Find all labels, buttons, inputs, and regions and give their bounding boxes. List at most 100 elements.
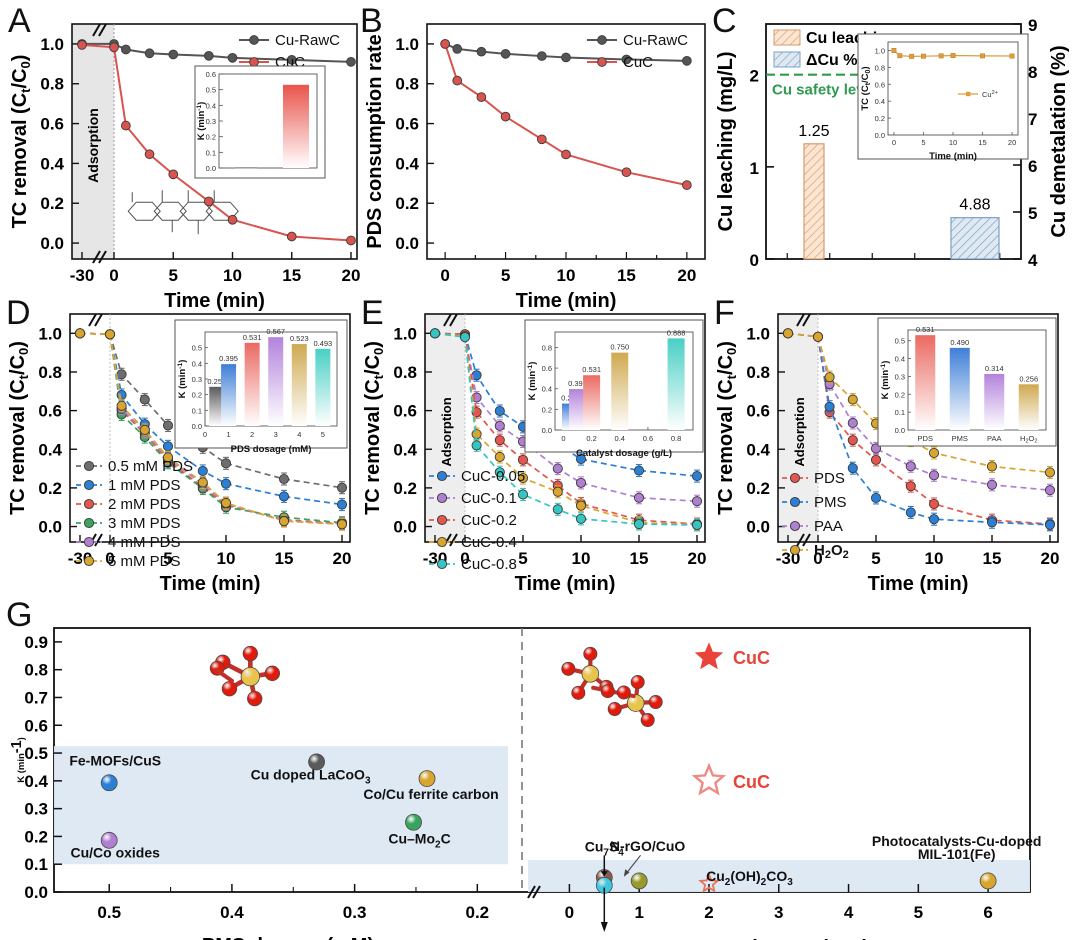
svg-text:0.493: 0.493 <box>313 339 332 348</box>
svg-text:K (min-1): K (min-1) <box>527 362 538 401</box>
svg-text:0.5: 0.5 <box>192 344 202 353</box>
svg-text:Cu2(OH)2CO3: Cu2(OH)2CO3 <box>706 868 793 888</box>
svg-text:0.4: 0.4 <box>393 440 417 459</box>
svg-text:K (min-1): K (min-1) <box>9 737 27 783</box>
svg-text:0.2: 0.2 <box>24 827 48 846</box>
svg-text:Cu doped LaCoO3: Cu doped LaCoO3 <box>251 766 371 786</box>
svg-text:0: 0 <box>892 138 896 147</box>
svg-text:0.5: 0.5 <box>24 744 48 763</box>
svg-text:0.7: 0.7 <box>24 688 48 707</box>
svg-text:0.5: 0.5 <box>206 86 216 95</box>
svg-text:0: 0 <box>561 434 565 443</box>
svg-text:2: 2 <box>704 903 713 922</box>
svg-text:H2O2: H2O2 <box>814 542 849 561</box>
panel-b: 0.0 0.2 0.4 0.6 0.8 1.0 0 5 10 15 20 Cu-RawC CuC PDS … <box>364 6 713 312</box>
svg-text:0.6: 0.6 <box>38 402 62 421</box>
svg-text:0.0: 0.0 <box>24 883 48 902</box>
svg-text:5: 5 <box>871 549 880 568</box>
svg-text:0.4: 0.4 <box>206 101 216 110</box>
svg-text:Adsorption: Adsorption <box>792 397 807 466</box>
svg-text:5: 5 <box>921 138 925 147</box>
svg-text:K (min-1): K (min-1) <box>196 102 207 141</box>
svg-text:PAA: PAA <box>814 518 843 535</box>
svg-text:0.4: 0.4 <box>542 385 552 394</box>
svg-text:0: 0 <box>750 251 759 270</box>
svg-text:Ultraviolet-Cu (II): Ultraviolet-Cu (II) <box>538 937 651 940</box>
svg-text:20: 20 <box>677 266 696 285</box>
svg-text:0.8: 0.8 <box>671 434 681 443</box>
svg-text:10: 10 <box>557 266 576 285</box>
svg-text:0: 0 <box>565 903 574 922</box>
svg-text:0.8: 0.8 <box>24 661 48 680</box>
svg-text:6: 6 <box>1028 157 1037 176</box>
svg-text:0.1: 0.1 <box>206 148 216 157</box>
svg-text:5: 5 <box>914 903 923 922</box>
svg-text:0.8: 0.8 <box>542 343 552 352</box>
svg-text:0.2: 0.2 <box>746 479 770 498</box>
svg-text:0.0: 0.0 <box>875 131 885 140</box>
svg-text:CuC: CuC <box>623 54 653 71</box>
svg-text:Co/Cu ferrite carbon: Co/Cu ferrite carbon <box>363 786 498 802</box>
svg-text:0.5: 0.5 <box>895 337 905 346</box>
svg-text:0.3: 0.3 <box>24 800 48 819</box>
svg-text:Adsorption: Adsorption <box>85 108 101 183</box>
svg-text:0.567: 0.567 <box>266 327 285 336</box>
svg-text:0.750: 0.750 <box>610 343 629 352</box>
svg-text:15: 15 <box>617 266 636 285</box>
panel-a: 0.0 0.2 0.4 0.6 0.8 1.0 -30 0 5 10 15 20 Adsorption C… <box>9 6 361 312</box>
panel-d-label: D <box>6 294 31 332</box>
svg-text:0.3: 0.3 <box>192 375 202 384</box>
svg-text:Cu7S4: Cu7S4 <box>585 839 625 859</box>
svg-text:15: 15 <box>275 549 294 568</box>
svg-text:PDS: PDS <box>814 470 845 487</box>
svg-text:0.2: 0.2 <box>206 133 216 142</box>
svg-text:0.6: 0.6 <box>24 716 48 735</box>
svg-text:0.2: 0.2 <box>875 114 885 123</box>
svg-text:20: 20 <box>342 266 361 285</box>
svg-text:4.88: 4.88 <box>959 197 990 214</box>
panel-e: 0.0 0.2 0.4 0.6 0.8 1.0 -30 0 5 10 15 20 Adsorption C… <box>362 298 713 595</box>
panel-c-label: C <box>712 2 737 40</box>
svg-text:0: 0 <box>109 266 118 285</box>
svg-text:1.0: 1.0 <box>395 35 419 54</box>
panel-c: 0 1 2 4 5 6 7 8 9 Cu safety level 1.25 4.88 Cu leach… <box>715 6 1076 288</box>
svg-text:2 mM PDS: 2 mM PDS <box>108 496 181 513</box>
svg-text:5: 5 <box>1028 204 1037 223</box>
panel-g-label: G <box>6 596 33 634</box>
svg-text:PAA: PAA <box>987 434 1001 443</box>
svg-text:0.2: 0.2 <box>40 194 64 213</box>
svg-text:0.1: 0.1 <box>192 406 202 415</box>
svg-text:0.4: 0.4 <box>192 359 202 368</box>
svg-text:0.531: 0.531 <box>582 365 601 374</box>
svg-text:5 mM PDS: 5 mM PDS <box>108 553 181 570</box>
svg-text:8: 8 <box>1028 63 1037 82</box>
svg-text:PDS dosage (mM): PDS dosage (mM) <box>699 937 869 940</box>
svg-text:4 mM PDS: 4 mM PDS <box>108 534 181 551</box>
svg-text:-30: -30 <box>70 266 95 285</box>
svg-text:Photocatalysts-Cu-doped: Photocatalysts-Cu-doped <box>872 833 1042 849</box>
svg-text:0.395: 0.395 <box>219 354 238 363</box>
svg-text:0.250: 0.250 <box>207 377 226 386</box>
svg-text:1: 1 <box>226 430 230 439</box>
svg-text:0.314: 0.314 <box>985 364 1004 373</box>
svg-text:0.5: 0.5 <box>97 903 121 922</box>
svg-text:H2O2: H2O2 <box>1020 434 1037 445</box>
panel-f-label: F <box>714 294 735 332</box>
svg-text:0.531: 0.531 <box>243 333 262 342</box>
svg-text:1.0: 1.0 <box>393 324 417 343</box>
svg-text:0.6: 0.6 <box>875 80 885 89</box>
svg-text:Cu–Mo2C: Cu–Mo2C <box>388 830 450 850</box>
svg-text:N-rGO/CuO: N-rGO/CuO <box>610 838 686 854</box>
svg-text:Fe-MOFs/CuS: Fe-MOFs/CuS <box>69 753 161 769</box>
svg-text:0.6: 0.6 <box>206 70 216 79</box>
svg-text:4: 4 <box>297 430 301 439</box>
svg-text:5: 5 <box>518 549 527 568</box>
svg-text:Cu demetalation (%): Cu demetalation (%) <box>1048 45 1070 237</box>
svg-text:0: 0 <box>813 549 822 568</box>
svg-text:CuC: CuC <box>733 772 770 792</box>
svg-text:15: 15 <box>630 549 649 568</box>
svg-text:0.2: 0.2 <box>192 391 202 400</box>
svg-text:0.6: 0.6 <box>395 115 419 134</box>
svg-text:20: 20 <box>1008 138 1016 147</box>
svg-text:0.0: 0.0 <box>40 234 64 253</box>
